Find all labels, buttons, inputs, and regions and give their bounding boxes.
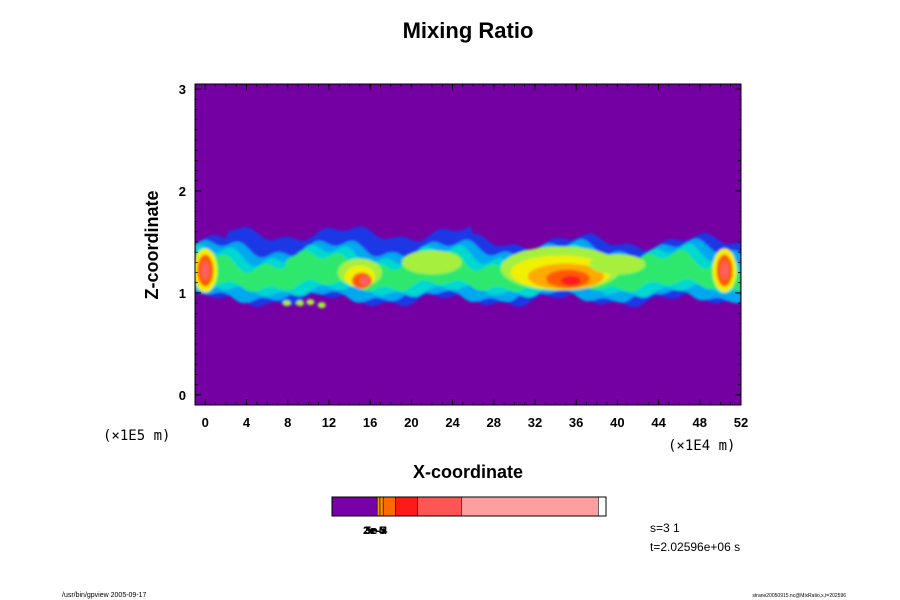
x-tick-label: 28 bbox=[487, 415, 501, 430]
x-tick-label: 16 bbox=[363, 415, 377, 430]
mixing-field bbox=[195, 226, 741, 309]
x-tick-label: 32 bbox=[528, 415, 542, 430]
colorbar-label: 2e-5 bbox=[363, 525, 385, 537]
x-tick-label: 0 bbox=[202, 415, 209, 430]
chart-title: Mixing Ratio bbox=[403, 18, 534, 43]
colorbar-swatch bbox=[331, 496, 378, 517]
x-axis-label: X-coordinate bbox=[413, 462, 523, 482]
colorbar-swatch bbox=[376, 496, 381, 517]
x-tick-label: 24 bbox=[445, 415, 460, 430]
x-axis-unit: (×1E4 m) bbox=[668, 438, 735, 454]
mid-yellowgreen bbox=[401, 250, 462, 275]
tick-marks bbox=[194, 84, 742, 405]
y-tick-labels: 0 1 2 3 bbox=[179, 82, 186, 403]
colorbar bbox=[331, 496, 607, 517]
drip-yellowgreen bbox=[317, 302, 326, 309]
drip-yellowgreen bbox=[282, 300, 291, 307]
colorbar-swatch bbox=[382, 496, 396, 517]
y-tick-label: 2 bbox=[179, 184, 186, 199]
x-tick-label: 8 bbox=[284, 415, 291, 430]
plot-frame bbox=[194, 83, 742, 406]
y-tick-label: 0 bbox=[179, 388, 186, 403]
field-contours bbox=[195, 226, 741, 309]
edge-core-pink bbox=[720, 261, 729, 280]
left-core-pink bbox=[359, 275, 370, 286]
right-yellowgreen bbox=[589, 254, 646, 275]
edge-core-pink bbox=[201, 261, 210, 280]
x-tick-label: 20 bbox=[404, 415, 418, 430]
y-tick-label: 3 bbox=[179, 82, 186, 97]
colorbar-swatch bbox=[395, 496, 418, 517]
y-axis-label: Z-coordinate bbox=[142, 190, 162, 299]
colorbar-swatch bbox=[379, 496, 384, 517]
y-axis-unit: (×1E5 m) bbox=[103, 428, 170, 444]
x-tick-labels: 0 4 8 12 16 20 24 28 32 36 40 44 48 52 bbox=[202, 415, 749, 430]
left-green bbox=[285, 254, 322, 275]
x-tick-label: 4 bbox=[243, 415, 251, 430]
colorbar-swatch bbox=[417, 496, 462, 517]
x-tick-label: 12 bbox=[322, 415, 336, 430]
core-red bbox=[561, 275, 582, 286]
y-tick-label: 1 bbox=[179, 286, 186, 301]
drip-yellowgreen bbox=[306, 299, 315, 306]
footer-left: /usr/bin/gpview 2005-09-17 bbox=[62, 592, 147, 599]
step-info: s=3 1 bbox=[650, 521, 680, 535]
drip-yellowgreen bbox=[296, 300, 305, 307]
x-tick-label: 40 bbox=[610, 415, 624, 430]
plot-area bbox=[194, 83, 742, 406]
x-tick-label: 44 bbox=[651, 415, 666, 430]
colorbar-labels: 2e-53e-55e-4 bbox=[363, 525, 388, 537]
x-tick-label: 48 bbox=[693, 415, 707, 430]
time-info: t=2.02596e+06 s bbox=[650, 540, 740, 554]
x-tick-label: 52 bbox=[734, 415, 748, 430]
colorbar-label: 5e-4 bbox=[365, 525, 388, 537]
x-tick-label: 36 bbox=[569, 415, 583, 430]
colorbar-swatch bbox=[461, 496, 599, 517]
colorbar-label: 3e-5 bbox=[364, 525, 386, 537]
colorbar-frame bbox=[331, 496, 607, 517]
footer-right: strane20050915.nc@MixRatio,x,t=202596 bbox=[752, 593, 846, 599]
